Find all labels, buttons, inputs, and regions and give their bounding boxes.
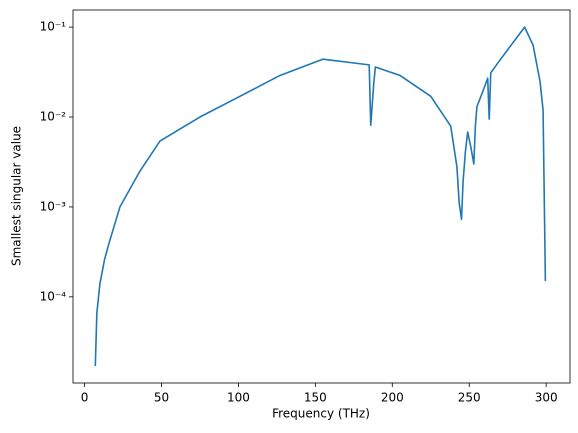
y-tick-label: 10⁻² [40,110,67,124]
y-axis-label: Smallest singular value [10,126,24,266]
x-axis-label: Frequency (THz) [272,407,370,421]
data-line [94,26,547,367]
x-tick-label: 50 [154,391,169,405]
y-tick-label: 10⁻⁴ [40,289,67,303]
x-tick-label: 100 [227,391,250,405]
x-tick-label: 300 [535,391,558,405]
x-tick-label: 250 [458,391,481,405]
x-tick-label: 0 [81,391,89,405]
x-tick-label: 150 [304,391,327,405]
plot-frame [72,9,571,384]
x-tick-label: 200 [381,391,404,405]
y-tick-label: 10⁻³ [40,199,67,213]
y-tick-label: 10⁻¹ [40,20,67,34]
